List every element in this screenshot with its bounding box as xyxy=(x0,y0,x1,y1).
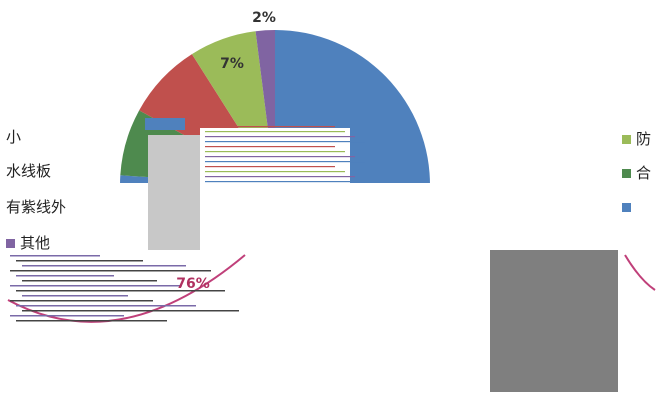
legend-swatch-darkgreen-icon xyxy=(622,169,631,178)
glitch-white-strip xyxy=(478,120,523,220)
glitch-line-4 xyxy=(16,275,114,277)
data-label-0: 76% xyxy=(176,276,210,292)
pie-data-labels: 76% 7% 2% xyxy=(176,10,276,292)
right-legend-label-2: 合 xyxy=(622,162,651,183)
glitch-line-3 xyxy=(10,270,211,272)
glitch-stripe-11 xyxy=(205,181,365,183)
glitch-arc-right xyxy=(624,254,656,291)
right-legend-label-1: 防 xyxy=(622,128,651,149)
glitch-line-7 xyxy=(16,290,225,292)
glitch-stripe-3 xyxy=(205,141,365,143)
glitch-line-6 xyxy=(10,285,182,287)
glitch-stripe-7 xyxy=(205,161,365,163)
glitch-line-9 xyxy=(10,300,153,302)
glitch-line-5 xyxy=(22,280,157,282)
gray-panel-artifact xyxy=(490,250,618,392)
glitch-line-1 xyxy=(16,260,143,262)
glitch-gray-column xyxy=(148,135,206,250)
data-label-2: 2% xyxy=(252,10,276,26)
glitch-line-0 xyxy=(10,255,100,257)
glitch-stripe-0 xyxy=(205,126,335,128)
glitch-stripe-6 xyxy=(205,156,355,158)
legend-label-4: 其他 xyxy=(6,232,50,253)
glitch-line-12 xyxy=(10,315,124,317)
glitch-white-block xyxy=(200,128,350,190)
glitch-line-8 xyxy=(22,295,128,297)
legend-label-2: 水线板 xyxy=(6,162,52,180)
glitch-line-13 xyxy=(16,320,167,322)
glitch-line-2 xyxy=(22,265,186,267)
legend-swatch-blue-icon xyxy=(622,203,631,212)
glitch-line-11 xyxy=(22,310,239,312)
glitch-stripe-8 xyxy=(205,166,335,168)
glitch-line-10 xyxy=(16,305,196,307)
glitch-stripe-10 xyxy=(205,176,355,178)
glitch-arc xyxy=(7,254,246,323)
glitch-stripe-5 xyxy=(205,151,345,153)
legend-label-1: 小 xyxy=(6,128,22,146)
legend-label-3: 有紫线外 xyxy=(6,198,67,216)
data-label-1: 7% xyxy=(220,56,244,72)
glitch-stripe-2 xyxy=(205,136,355,138)
glitch-stripe-4 xyxy=(205,146,335,148)
right-legend-label-3 xyxy=(622,198,636,216)
glitch-blue-chip xyxy=(145,118,185,130)
glitch-white-band xyxy=(200,190,490,250)
glitch-stripe-1 xyxy=(205,131,345,133)
legend-swatch-purple-icon xyxy=(6,239,15,248)
glitch-stripe-9 xyxy=(205,171,345,173)
legend-swatch-green-icon xyxy=(622,135,631,144)
